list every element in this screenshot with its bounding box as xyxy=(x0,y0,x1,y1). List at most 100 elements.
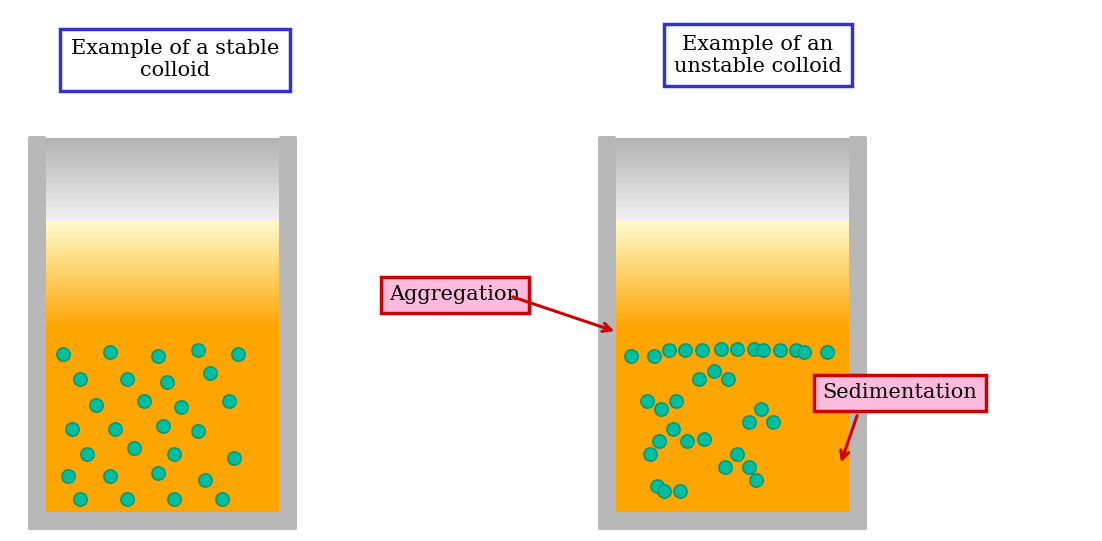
Text: Sedimentation: Sedimentation xyxy=(822,384,977,403)
Bar xyxy=(614,159,851,161)
Bar xyxy=(614,318,851,321)
Bar xyxy=(614,305,851,308)
Bar xyxy=(614,276,851,279)
Bar xyxy=(614,315,851,319)
Point xyxy=(764,418,781,426)
Point xyxy=(771,346,789,355)
Point xyxy=(679,437,696,445)
Bar xyxy=(614,200,851,203)
Bar xyxy=(614,213,851,215)
Bar xyxy=(614,190,851,192)
Bar xyxy=(44,287,281,289)
Bar xyxy=(614,252,851,255)
Bar xyxy=(44,150,281,153)
Bar xyxy=(614,138,851,141)
Bar xyxy=(614,308,851,311)
Bar xyxy=(44,263,281,266)
Bar xyxy=(614,155,851,157)
Bar xyxy=(614,258,851,261)
Point xyxy=(87,401,105,410)
Bar xyxy=(44,155,281,157)
Bar xyxy=(614,284,851,287)
Bar xyxy=(44,171,281,174)
Bar xyxy=(614,169,851,171)
Bar xyxy=(44,169,281,171)
Bar xyxy=(44,229,281,232)
Point xyxy=(118,374,136,383)
Bar xyxy=(44,186,281,188)
Bar xyxy=(44,297,281,300)
Bar xyxy=(44,226,281,229)
Bar xyxy=(44,252,281,255)
Bar xyxy=(44,281,281,285)
Bar xyxy=(44,204,281,207)
Bar xyxy=(614,140,851,143)
Bar xyxy=(614,239,851,242)
Bar xyxy=(44,156,281,159)
Point xyxy=(106,425,123,434)
Point xyxy=(196,476,214,485)
Bar xyxy=(614,260,851,263)
Bar xyxy=(614,326,851,514)
Bar xyxy=(614,242,851,245)
Bar xyxy=(614,215,851,217)
Point xyxy=(134,397,152,406)
Bar xyxy=(614,161,851,163)
Point xyxy=(220,397,238,406)
Bar xyxy=(614,310,851,313)
Bar xyxy=(44,183,281,186)
Point xyxy=(149,469,166,477)
Bar xyxy=(44,234,281,237)
Bar xyxy=(44,196,281,199)
Point xyxy=(165,494,183,503)
Point xyxy=(640,450,658,458)
Bar xyxy=(44,202,281,204)
Bar xyxy=(614,324,851,327)
Bar xyxy=(614,221,851,224)
Point xyxy=(695,434,713,443)
Point xyxy=(229,350,247,359)
Bar xyxy=(44,313,281,316)
Bar xyxy=(44,245,281,248)
Bar xyxy=(44,181,281,184)
FancyBboxPatch shape xyxy=(849,136,867,530)
Point xyxy=(667,397,684,406)
Bar xyxy=(614,188,851,190)
Point xyxy=(716,463,734,471)
Point xyxy=(201,368,218,377)
Point xyxy=(646,352,663,360)
Bar xyxy=(614,208,851,211)
Bar xyxy=(44,308,281,311)
Point xyxy=(660,346,678,355)
Point xyxy=(652,404,670,413)
Bar xyxy=(614,287,851,289)
Bar xyxy=(44,326,281,514)
Bar xyxy=(614,167,851,169)
Point xyxy=(190,346,207,355)
Bar xyxy=(44,206,281,209)
Bar xyxy=(614,279,851,282)
Point xyxy=(788,346,806,355)
Bar xyxy=(44,239,281,242)
Point xyxy=(54,350,72,359)
Point xyxy=(101,472,119,481)
Bar xyxy=(614,204,851,207)
Bar xyxy=(614,245,851,248)
Bar xyxy=(614,180,851,182)
Bar xyxy=(614,321,851,324)
Point xyxy=(622,352,639,360)
Bar xyxy=(44,302,281,306)
Bar xyxy=(614,223,851,227)
Point xyxy=(58,472,76,481)
Bar xyxy=(614,156,851,159)
Bar xyxy=(44,216,281,219)
Bar xyxy=(44,255,281,258)
Point xyxy=(149,352,166,360)
Point xyxy=(159,378,176,387)
Point xyxy=(745,344,763,353)
Point xyxy=(719,374,736,383)
Bar xyxy=(44,210,281,213)
Bar xyxy=(614,144,851,147)
Bar xyxy=(614,234,851,237)
Bar xyxy=(44,260,281,263)
